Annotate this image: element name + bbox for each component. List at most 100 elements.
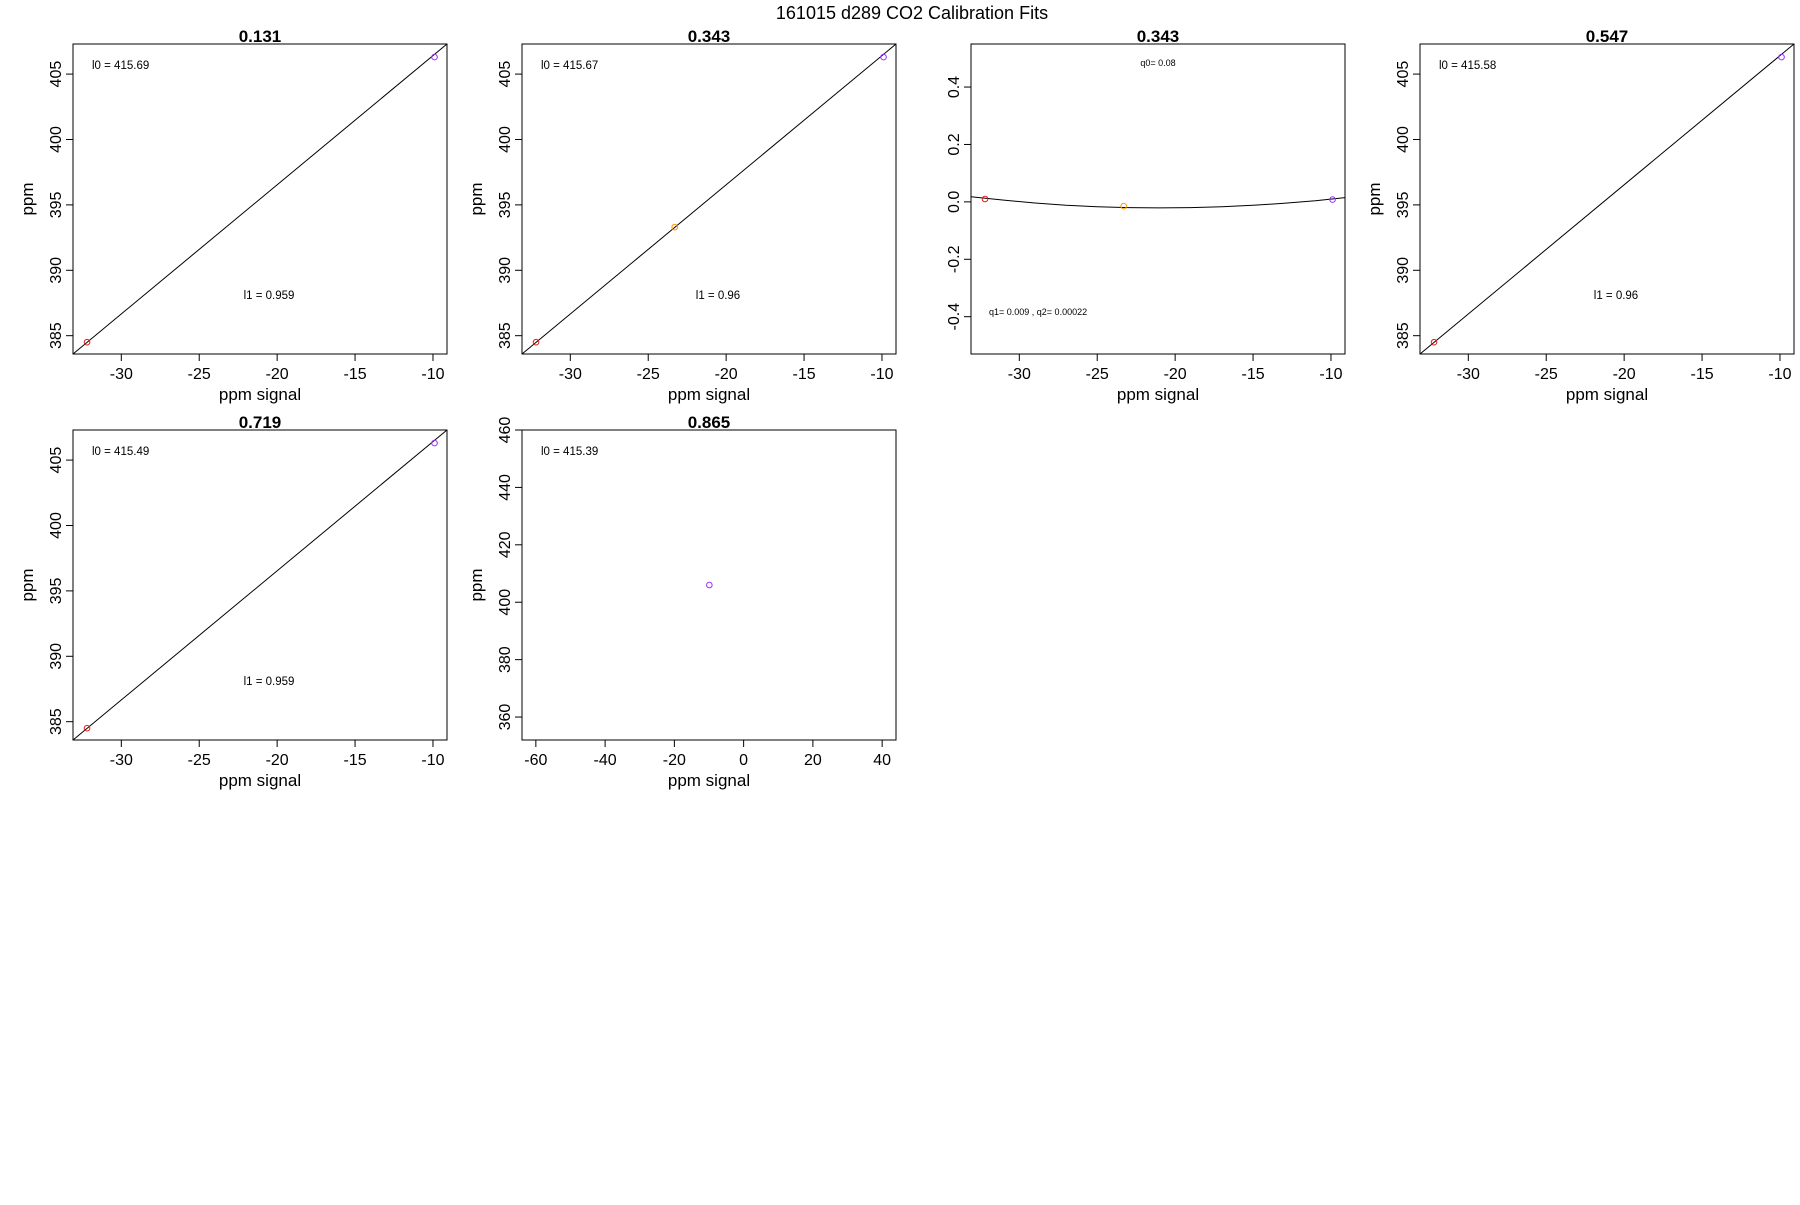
data-point <box>981 195 989 203</box>
fit-line <box>1420 44 1794 354</box>
panel-title: 0.547 <box>1586 27 1629 46</box>
panel-title: 0.131 <box>239 27 282 46</box>
y-tick-label: 440 <box>497 474 514 501</box>
fit-annotation: l0 = 415.39 <box>541 446 598 458</box>
y-tick-label: 420 <box>497 531 514 558</box>
y-tick-label: 0.4 <box>946 76 963 98</box>
y-axis-label: ppm <box>467 568 486 601</box>
y-tick-label: 400 <box>48 126 65 153</box>
y-tick-label: 390 <box>48 257 65 284</box>
x-tick-label: 20 <box>804 752 822 769</box>
x-tick-label: 0 <box>739 752 748 769</box>
fit-annotation: l1 = 0.96 <box>1594 290 1638 302</box>
y-tick-label: 360 <box>497 704 514 731</box>
fit-annotation: q1= 0.009 , q2= 0.00022 <box>989 307 1087 317</box>
y-axis-label: ppm <box>18 568 37 601</box>
x-tick-label: -20 <box>266 752 289 769</box>
y-tick-label: 405 <box>1395 61 1412 88</box>
x-tick-label: -60 <box>524 752 547 769</box>
y-tick-label: 405 <box>497 61 514 88</box>
x-tick-label: -15 <box>1690 366 1713 383</box>
y-tick-label: 395 <box>48 191 65 218</box>
x-tick-label: -10 <box>1768 366 1791 383</box>
x-tick-label: -25 <box>1535 366 1558 383</box>
x-tick-label: -25 <box>1086 366 1109 383</box>
y-tick-label: 390 <box>48 643 65 670</box>
y-tick-label: 390 <box>1395 257 1412 284</box>
panel-2: 0.343 -30 -25 -20 -15 -10 385 390 395 400 405 ppm s… <box>467 27 897 404</box>
x-axis-label: ppm signal <box>668 771 750 790</box>
fit-annotation: l1 = 0.96 <box>696 290 740 302</box>
y-axis-label: ppm <box>18 182 37 215</box>
data-point <box>532 338 540 346</box>
data-point <box>880 53 887 61</box>
y-tick-label: 0.0 <box>946 191 963 213</box>
y-tick-label: 395 <box>1395 191 1412 218</box>
plot-frame <box>521 43 897 355</box>
fit-line <box>971 196 1345 209</box>
data-point <box>1430 338 1438 346</box>
fit-line <box>522 44 896 354</box>
y-tick-label: 400 <box>48 512 65 539</box>
y-tick-label: 385 <box>48 708 65 735</box>
x-tick-label: -20 <box>266 366 289 383</box>
panel-title: 0.343 <box>688 27 731 46</box>
x-tick-label: -25 <box>188 366 211 383</box>
fit-annotation: l0 = 415.58 <box>1439 60 1496 72</box>
plot-frame <box>72 429 448 741</box>
y-tick-label: 385 <box>1395 322 1412 349</box>
x-tick-label: -30 <box>1008 366 1031 383</box>
data-point <box>1778 53 1785 61</box>
x-tick-label: -10 <box>1319 366 1342 383</box>
x-tick-label: -30 <box>1457 366 1480 383</box>
y-tick-label: -0.4 <box>946 303 963 331</box>
panel-title: 0.865 <box>688 413 731 432</box>
plot-frame <box>1419 43 1795 355</box>
plot-frame <box>72 43 448 355</box>
x-tick-label: -20 <box>1613 366 1636 383</box>
plot-frame <box>521 429 897 741</box>
x-tick-label: -15 <box>343 752 366 769</box>
x-tick-label: -10 <box>421 366 444 383</box>
y-tick-label: 400 <box>497 589 514 616</box>
x-tick-label: -30 <box>110 366 133 383</box>
x-tick-label: -30 <box>559 366 582 383</box>
fit-annotation: l0 = 415.69 <box>92 60 149 72</box>
x-axis-label: ppm signal <box>219 385 301 404</box>
x-tick-label: -15 <box>343 366 366 383</box>
y-tick-label: 460 <box>497 417 514 444</box>
data-point <box>671 223 679 231</box>
plot-frame <box>970 43 1346 355</box>
y-tick-label: 380 <box>497 646 514 673</box>
data-point <box>431 53 438 61</box>
data-point <box>706 581 713 589</box>
x-tick-label: -10 <box>870 366 893 383</box>
y-tick-label: 405 <box>48 61 65 88</box>
x-tick-label: -10 <box>421 752 444 769</box>
y-tick-label: 385 <box>497 322 514 349</box>
fit-annotation: l1 = 0.959 <box>244 676 295 688</box>
panel-5: 0.719 -30 -25 -20 -15 -10 385 390 395 400 405 ppm s… <box>18 413 448 790</box>
x-tick-label: -15 <box>1241 366 1264 383</box>
x-tick-label: 40 <box>873 752 891 769</box>
y-tick-label: 400 <box>1395 126 1412 153</box>
panel-6: 0.865 -60 -40 -20 0 20 40 360 380 400 420 440 460 ppm… <box>467 413 897 790</box>
x-axis-label: ppm signal <box>1117 385 1199 404</box>
y-axis-label: ppm <box>467 182 486 215</box>
fit-annotation: l0 = 415.67 <box>541 60 598 72</box>
x-tick-label: -20 <box>715 366 738 383</box>
x-tick-label: -40 <box>594 752 617 769</box>
data-point <box>1329 196 1336 203</box>
fit-line <box>73 44 447 354</box>
panel-1: 0.131 -30 -25 -20 -15 -10 385 390 395 400 405 ppm s… <box>18 27 448 404</box>
panel-title: 0.719 <box>239 413 282 432</box>
panel-4: 0.547 -30 -25 -20 -15 -10 385 390 395 400 405 ppm s… <box>1365 27 1795 404</box>
y-tick-label: 385 <box>48 322 65 349</box>
y-tick-label: 405 <box>48 447 65 474</box>
x-axis-label: ppm signal <box>1566 385 1648 404</box>
y-tick-label: 390 <box>497 257 514 284</box>
x-tick-label: -20 <box>663 752 686 769</box>
figure-title: 161015 d289 CO2 Calibration Fits <box>776 3 1048 23</box>
